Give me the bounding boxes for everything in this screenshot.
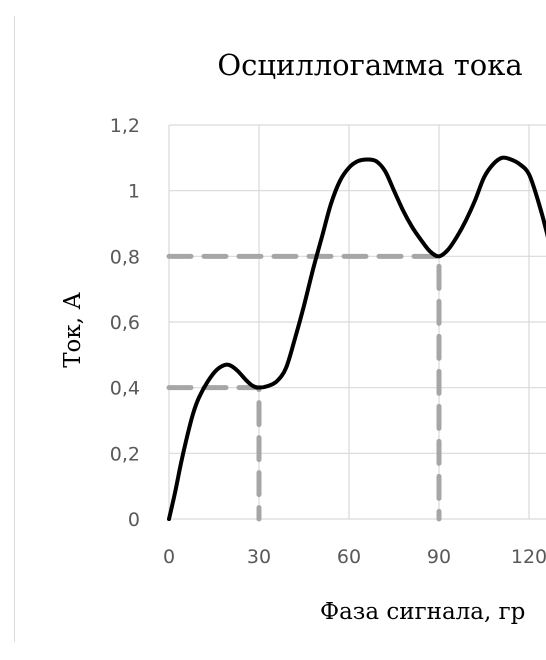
reference-dashed-line xyxy=(166,253,442,522)
y-axis-label: Ток, А xyxy=(60,292,86,368)
current-series-line xyxy=(167,155,546,521)
y-tick-label: 0,2 xyxy=(110,443,140,465)
y-tick-label: 0 xyxy=(128,509,140,531)
y-tick-label: 1 xyxy=(128,181,140,203)
x-tick-label: 60 xyxy=(337,546,361,568)
grid xyxy=(168,124,546,520)
y-tick-labels: 0 0,2 0,4 0,6 0,8 1 1,2 xyxy=(110,115,140,531)
y-tick-label: 0,6 xyxy=(110,312,140,334)
y-tick-label: 1,2 xyxy=(110,115,140,137)
x-tick-labels: 0 30 60 90 120 xyxy=(163,546,546,568)
x-axis-label: Фаза сигнала, гр xyxy=(320,599,525,625)
x-tick-label: 0 xyxy=(163,546,175,568)
series xyxy=(167,155,546,521)
x-tick-label: 30 xyxy=(247,546,271,568)
y-tick-label: 0,4 xyxy=(110,378,140,400)
left-border-line xyxy=(14,16,15,642)
x-tick-label: 90 xyxy=(427,546,451,568)
y-tick-label: 0,8 xyxy=(110,246,140,268)
chart-title: Осциллогамма тока xyxy=(217,48,522,82)
x-tick-label: 120 xyxy=(511,546,546,568)
